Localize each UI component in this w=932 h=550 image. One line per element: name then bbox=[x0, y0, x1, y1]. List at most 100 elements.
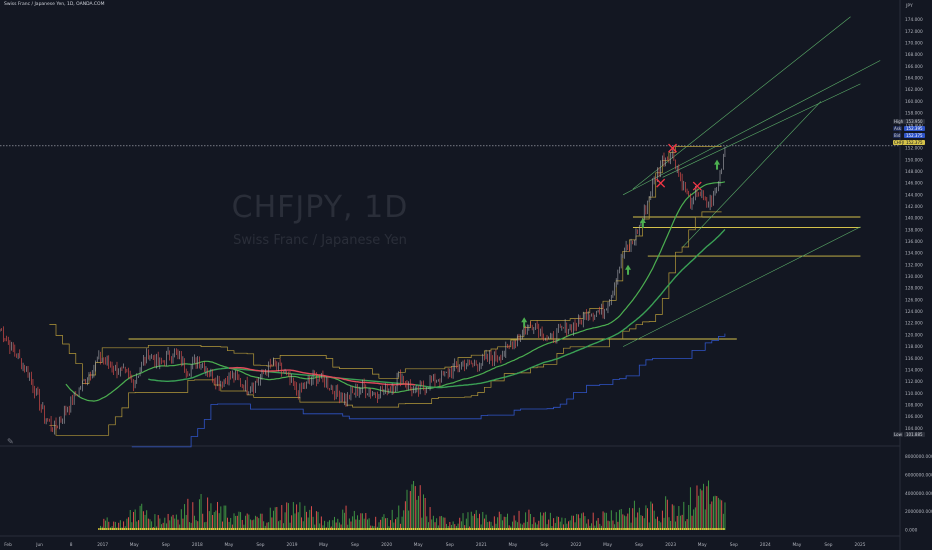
volume-dot bbox=[467, 528, 470, 530]
volume-dot bbox=[586, 528, 589, 530]
volume-bar bbox=[212, 515, 214, 530]
volume-dot bbox=[430, 528, 433, 530]
up-arrow-icon bbox=[639, 218, 646, 228]
volume-bar bbox=[558, 516, 560, 530]
volume-bar bbox=[362, 513, 363, 530]
volume-bar bbox=[365, 513, 367, 530]
x-tick-label: Sep bbox=[446, 542, 454, 548]
volume-dot bbox=[487, 528, 490, 530]
volume-bar bbox=[493, 516, 495, 530]
volume-dot bbox=[673, 528, 676, 530]
volume-dot bbox=[222, 528, 225, 530]
volume-bar bbox=[202, 513, 204, 530]
volume-bar bbox=[100, 525, 102, 530]
grid-lines bbox=[0, 0, 901, 550]
volume-dot bbox=[291, 528, 294, 530]
volume-bar bbox=[299, 502, 301, 530]
volume-bar bbox=[538, 520, 540, 530]
volume-bar bbox=[437, 525, 439, 530]
y-tick-label: 156.000 bbox=[905, 122, 923, 128]
volume-bar bbox=[483, 518, 485, 530]
volume-dot bbox=[179, 528, 181, 530]
x-tick-label: 2022 bbox=[571, 542, 582, 548]
volume-bar bbox=[554, 522, 556, 530]
volume-dot bbox=[541, 528, 543, 530]
volume-bar bbox=[665, 496, 667, 530]
volume-bar bbox=[312, 516, 314, 530]
volume-bar bbox=[498, 511, 500, 530]
volume-bar bbox=[205, 521, 207, 530]
volume-bar bbox=[296, 504, 298, 530]
volume-dot bbox=[452, 528, 454, 530]
volume-bar bbox=[294, 513, 296, 530]
volume-bar bbox=[269, 507, 271, 530]
moving-average-fast bbox=[65, 181, 726, 402]
volume-dot bbox=[153, 528, 156, 530]
volume-bar bbox=[284, 512, 286, 530]
volume-dot bbox=[188, 528, 191, 530]
volume-bar bbox=[340, 524, 342, 530]
volume-bar bbox=[614, 524, 616, 530]
volume-bar bbox=[330, 526, 332, 530]
low-label: Low bbox=[893, 432, 903, 437]
y-tick-label: 148.000 bbox=[905, 169, 923, 175]
volume-bar bbox=[182, 518, 184, 530]
volume-dot bbox=[378, 528, 381, 530]
volume-bar bbox=[531, 524, 533, 530]
volume-bar bbox=[189, 522, 190, 530]
volume-dot bbox=[689, 528, 692, 530]
volume-dot bbox=[483, 528, 486, 530]
volume-bar bbox=[648, 522, 650, 530]
volume-bar bbox=[373, 526, 375, 530]
volume-dot bbox=[175, 528, 177, 530]
x-tick-label: 8 bbox=[70, 542, 73, 548]
volume-bar bbox=[548, 519, 550, 530]
volume-dot bbox=[669, 528, 672, 530]
y-tick-label: 150.000 bbox=[905, 157, 923, 163]
volume-dot bbox=[507, 528, 510, 530]
volume-bar bbox=[544, 511, 546, 530]
volume-bar bbox=[668, 517, 670, 530]
chart-settings-icon[interactable]: ✎ bbox=[7, 437, 14, 446]
volume-dot bbox=[380, 528, 383, 530]
x-tick-label: May bbox=[319, 542, 328, 548]
volume-dot bbox=[323, 528, 326, 530]
volume-dot bbox=[343, 528, 346, 530]
volume-dot bbox=[388, 528, 391, 530]
volume-bar bbox=[701, 490, 703, 530]
volume-bar bbox=[462, 513, 464, 530]
volume-bar bbox=[709, 504, 711, 530]
volume-dot bbox=[258, 528, 261, 530]
volume-bar bbox=[264, 525, 266, 530]
volume-bar bbox=[696, 485, 698, 530]
volume-bar bbox=[487, 522, 489, 530]
volume-dot bbox=[570, 528, 573, 530]
volume-dot bbox=[307, 528, 310, 530]
volume-dot bbox=[705, 528, 708, 530]
volume-bar bbox=[146, 510, 148, 530]
volume-bar bbox=[388, 526, 390, 530]
volume-bar bbox=[118, 522, 120, 530]
volume-dot bbox=[610, 528, 613, 530]
volume-dot bbox=[471, 528, 474, 530]
volume-bar bbox=[472, 515, 474, 530]
y-tick-label: 128.000 bbox=[905, 286, 923, 292]
volume-bar bbox=[561, 517, 563, 530]
volume-bar bbox=[113, 521, 115, 530]
volume-dot bbox=[169, 528, 172, 530]
volume-dot bbox=[576, 528, 579, 530]
volume-bar bbox=[268, 522, 270, 530]
volume-bar bbox=[520, 523, 522, 530]
y-tick-label: 142.000 bbox=[905, 204, 923, 210]
volume-bar bbox=[385, 518, 387, 530]
volume-bar bbox=[353, 510, 355, 530]
volume-bar bbox=[691, 515, 693, 530]
volume-bar bbox=[699, 488, 701, 530]
volume-bar bbox=[111, 526, 113, 530]
volume-bar bbox=[218, 513, 220, 530]
volume-bar bbox=[141, 503, 143, 530]
x-tick-label: Feb bbox=[4, 542, 12, 548]
volume-tick-label: 2000000.000 bbox=[905, 509, 932, 515]
y-tick-label: 164.000 bbox=[905, 76, 923, 82]
